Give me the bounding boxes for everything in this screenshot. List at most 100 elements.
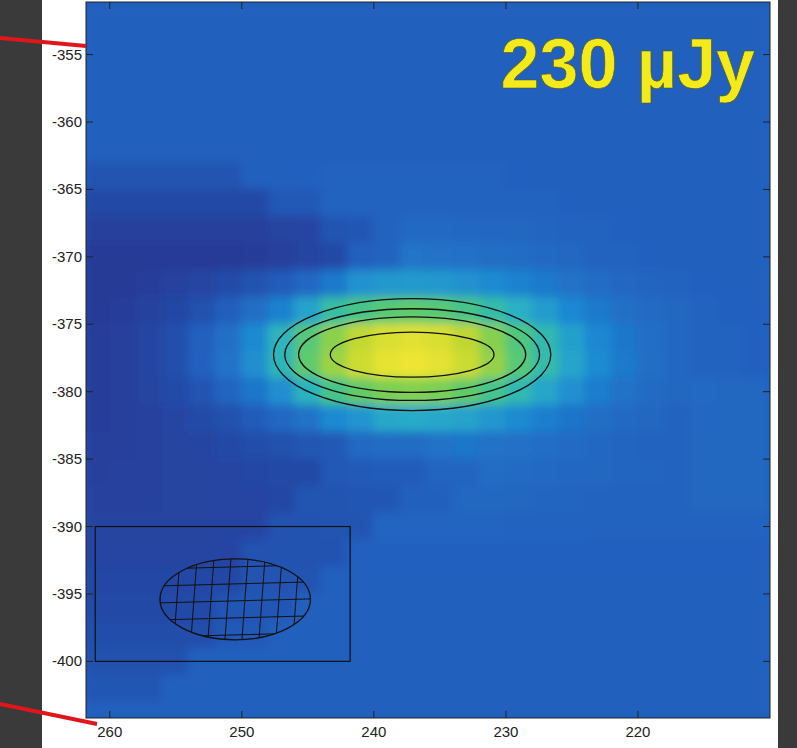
y-tick-right <box>763 256 770 257</box>
heatmap-cell <box>453 513 480 541</box>
heatmap-cell <box>453 378 480 406</box>
heatmap-cell <box>479 513 506 541</box>
heatmap-cell <box>690 513 717 541</box>
heatmap-cell <box>400 270 427 298</box>
heatmap-cell <box>690 108 717 136</box>
heatmap-cell <box>611 162 638 190</box>
plot-area <box>86 2 770 718</box>
heatmap-cell <box>241 270 268 298</box>
heatmap-cell <box>637 432 664 460</box>
heatmap-cell <box>86 162 110 190</box>
heatmap-cell <box>86 108 110 136</box>
heatmap-cell <box>743 270 770 298</box>
heatmap-cell <box>743 135 770 163</box>
y-tick <box>86 526 93 527</box>
heatmap-cell <box>188 351 215 379</box>
heatmap-cell <box>109 2 136 28</box>
heatmap-cell <box>162 270 189 298</box>
heatmap-cell <box>664 324 691 352</box>
heatmap-cell <box>268 486 295 514</box>
y-tick <box>86 324 93 325</box>
heatmap-cell <box>347 270 374 298</box>
heatmap-cell <box>532 162 559 190</box>
heatmap-cell <box>86 701 110 718</box>
heatmap-cell <box>86 270 110 298</box>
heatmap-cell <box>585 351 612 379</box>
heatmap-cell <box>585 593 612 621</box>
contour <box>274 299 551 411</box>
heatmap-cell <box>321 351 348 379</box>
heatmap-cell <box>109 351 136 379</box>
heatmap-cell <box>532 216 559 244</box>
heatmap-cell <box>664 162 691 190</box>
heatmap-cell <box>215 405 242 433</box>
heatmap-cell <box>109 701 136 718</box>
heatmap-cell <box>717 162 744 190</box>
heatmap-cell <box>294 2 321 28</box>
heatmap-cell <box>585 486 612 514</box>
heatmap-cell <box>637 378 664 406</box>
heatmap-cell <box>400 2 427 28</box>
heatmap-cell <box>136 674 163 702</box>
heatmap-cell <box>585 513 612 541</box>
heatmap-cell <box>241 243 268 271</box>
plot-background <box>86 2 770 718</box>
heatmap-cell <box>558 189 585 217</box>
heatmap-cell <box>585 297 612 325</box>
heatmap-cell <box>373 593 400 621</box>
heatmap-cell <box>215 486 242 514</box>
y-tick-right <box>763 593 770 594</box>
heatmap-cell <box>136 2 163 28</box>
heatmap-cell <box>294 135 321 163</box>
x-tick <box>109 711 110 718</box>
heatmap-cell <box>400 27 427 55</box>
heatmap-cell <box>743 701 770 718</box>
heatmap-cell <box>717 432 744 460</box>
heatmap-cell <box>532 189 559 217</box>
heatmap-cell <box>109 378 136 406</box>
heatmap-cell <box>86 81 110 109</box>
heatmap-cell <box>453 566 480 594</box>
heatmap-cell <box>717 540 744 568</box>
heatmap-cell <box>241 378 268 406</box>
heatmap-cell <box>426 27 453 55</box>
heatmap-cell <box>717 108 744 136</box>
x-tick-top <box>505 2 506 9</box>
heatmap-cell <box>664 513 691 541</box>
heatmap-cell <box>637 405 664 433</box>
heatmap-cell <box>690 593 717 621</box>
heatmap-cell <box>86 27 110 55</box>
heatmap-cell <box>664 674 691 702</box>
heatmap-cell <box>717 620 744 648</box>
heatmap-cell <box>453 81 480 109</box>
heatmap-cell <box>241 108 268 136</box>
heatmap-cell <box>505 432 532 460</box>
heatmap-cell <box>188 324 215 352</box>
heatmap-cell <box>294 27 321 55</box>
heatmap-cell <box>426 620 453 648</box>
heatmap-cell <box>532 135 559 163</box>
contour <box>299 317 526 393</box>
heatmap-cell <box>162 216 189 244</box>
heatmap-cell <box>558 297 585 325</box>
y-tick <box>86 54 93 55</box>
chart: 260250240230220-355-360-365-370-375-380-… <box>0 0 797 748</box>
contour <box>285 309 540 401</box>
heatmap-cell <box>532 270 559 298</box>
heatmap-cell <box>505 540 532 568</box>
heatmap-cell <box>162 405 189 433</box>
heatmap-cell <box>373 108 400 136</box>
heatmap-cell <box>321 674 348 702</box>
title: 230 µJy <box>501 25 756 103</box>
heatmap-cell <box>86 351 110 379</box>
heatmap-cell <box>294 54 321 82</box>
heatmap-cell <box>611 674 638 702</box>
heatmap-cell <box>664 297 691 325</box>
heatmap-cell <box>188 486 215 514</box>
heatmap-cell <box>188 189 215 217</box>
heatmap-cell <box>162 540 189 568</box>
heatmap-cell <box>426 81 453 109</box>
heatmap-cell <box>664 432 691 460</box>
heatmap-cell <box>215 378 242 406</box>
heatmap-cell <box>188 270 215 298</box>
